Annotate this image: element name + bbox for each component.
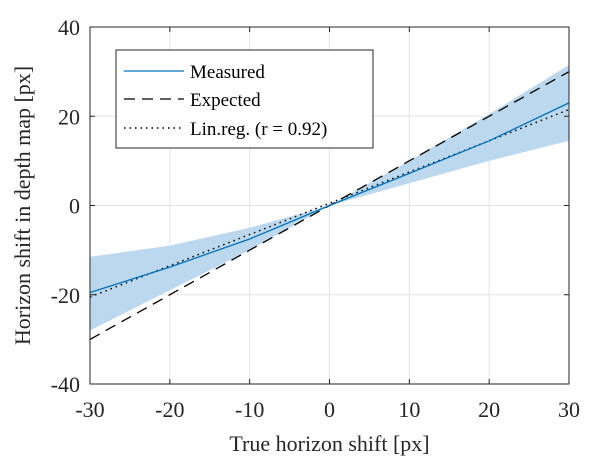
legend-box [115,49,374,149]
legend-label-expected: Expected [190,90,261,111]
y-tick-label: 0 [69,194,80,219]
x-tick-label: 10 [398,397,420,422]
confidence-band [90,64,569,331]
x-tick-label: 0 [324,397,335,422]
y-axis-label: Horizon shift in depth map [px] [10,66,35,345]
x-tick-label: 20 [478,397,500,422]
x-tick-label: -30 [75,397,104,422]
x-tick-label: -10 [235,397,264,422]
y-tick-label: 20 [58,104,80,129]
legend-label-measured: Measured [190,62,265,83]
tick-labels: -30 -20 -10 0 10 20 30 -40 -20 0 20 40 [51,15,580,422]
x-axis-label: True horizon shift [px] [229,431,429,456]
y-tick-label: -40 [51,372,80,397]
measured-line [89,102,570,294]
x-tick-label: 30 [558,397,580,422]
ticks [89,26,570,385]
legend-label-linreg: Lin.reg. (r = 0.92) [190,119,327,140]
confidence-band-layer [90,64,569,331]
y-tick-label: -20 [51,283,80,308]
x-tick-label: -20 [155,397,184,422]
y-tick-label: 40 [58,15,80,40]
series-layer [89,71,570,340]
legend: Measured Expected Lin.reg. (r = 0.92) [115,49,374,149]
